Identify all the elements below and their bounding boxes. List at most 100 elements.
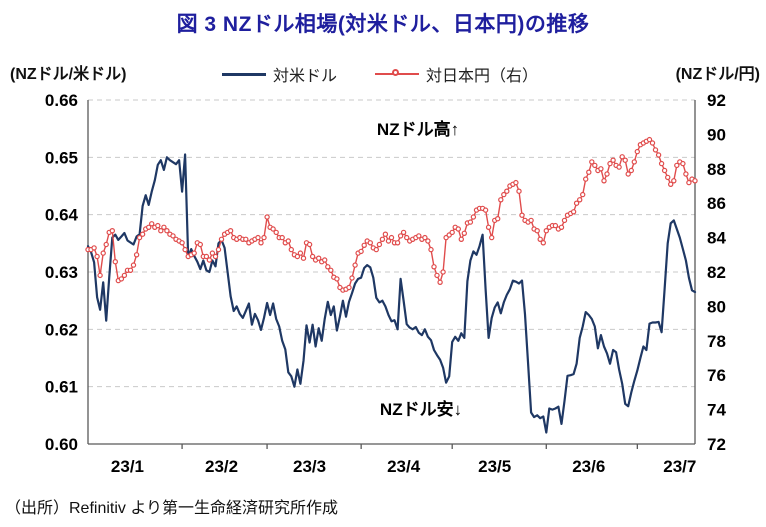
jpy-marker — [118, 276, 125, 282]
jpy-marker — [552, 222, 559, 229]
jpy-marker — [683, 171, 689, 177]
jpy-marker — [322, 257, 328, 263]
jpy-marker — [397, 233, 404, 239]
annotation-nzd-low: NZドル安↓ — [379, 400, 463, 419]
jpy-marker — [604, 171, 610, 177]
jpy-marker — [431, 264, 437, 270]
jpy-marker — [570, 209, 577, 215]
jpy-marker — [121, 272, 128, 279]
jpy-marker — [300, 255, 307, 261]
jpy-marker — [519, 212, 525, 218]
jpy-marker — [191, 250, 197, 256]
jpy-marker — [130, 262, 137, 268]
jpy-marker — [139, 231, 146, 237]
jpy-marker — [543, 227, 550, 234]
jpy-marker — [628, 167, 635, 174]
legend-item-usd: 対米ドル — [222, 62, 337, 86]
jpy-marker — [358, 248, 364, 255]
jpy-marker — [440, 269, 446, 275]
jpy-marker — [661, 167, 668, 174]
jpy-marker — [316, 255, 322, 261]
jpy-marker — [528, 217, 534, 224]
jpy-marker — [206, 257, 213, 263]
jpy-marker — [625, 171, 631, 177]
jpy-marker — [346, 284, 352, 291]
jpy-marker — [495, 215, 501, 222]
right-axis-tick-label: 88 — [707, 160, 726, 179]
jpy-marker — [583, 176, 589, 182]
left-axis-tick-label: 0.61 — [45, 378, 78, 397]
right-axis-tick-label: 78 — [707, 332, 726, 351]
jpy-marker — [273, 229, 279, 236]
jpy-marker — [212, 253, 219, 260]
annotation-nzd-high: NZドル高↑ — [376, 120, 460, 139]
jpy-marker — [215, 246, 222, 253]
jpy-marker — [306, 241, 313, 248]
jpy-marker — [534, 227, 540, 234]
page-title: 図 3 NZドル相場(対米ドル、日本円)の推移 — [176, 13, 590, 36]
x-axis-label: 23/5 — [478, 457, 511, 476]
jpy-marker — [598, 166, 604, 172]
right-axis-tick-label: 86 — [707, 194, 726, 213]
jpy-marker — [385, 238, 392, 244]
right-axis-tick-label: 84 — [707, 229, 726, 248]
jpy-marker — [622, 157, 628, 163]
jpy-marker — [109, 227, 116, 234]
jpy-marker — [297, 250, 304, 256]
jpy-marker — [388, 234, 395, 241]
jpy-marker — [349, 275, 355, 281]
jpy-marker — [646, 136, 653, 143]
jpy-marker — [161, 224, 167, 230]
jpy-marker — [170, 233, 176, 239]
left-axis-tick-label: 0.62 — [45, 320, 78, 339]
jpy-marker — [382, 231, 389, 237]
jpy-marker — [255, 234, 261, 241]
jpy-marker — [328, 267, 334, 273]
jpy-marker — [279, 234, 285, 241]
x-axis-label: 23/6 — [572, 457, 605, 476]
right-axis-tick-label: 90 — [707, 125, 726, 144]
jpy-marker — [209, 250, 216, 256]
jpy-marker — [655, 152, 662, 158]
jpy-marker — [243, 236, 249, 242]
open-circle-marker-icon — [392, 69, 400, 76]
jpy-marker — [482, 207, 489, 213]
jpy-marker — [573, 200, 580, 206]
jpy-marker — [270, 226, 276, 232]
jpy-marker — [203, 253, 210, 260]
jpy-marker — [586, 169, 592, 175]
jpy-marker — [158, 227, 164, 234]
x-axis-label: 23/4 — [387, 457, 421, 476]
right-axis-tick-label: 74 — [707, 401, 726, 420]
jpy-line-swatch-icon — [375, 69, 420, 76]
left-axis-tick-label: 0.63 — [45, 263, 78, 282]
right-axis-tick-label: 76 — [707, 366, 726, 385]
jpy-marker — [133, 252, 140, 258]
jpy-marker — [127, 267, 134, 273]
jpy-marker — [516, 188, 522, 194]
jpy-marker — [580, 191, 586, 198]
jpy-marker — [400, 229, 407, 236]
jpy-marker — [680, 160, 686, 167]
jpy-marker — [285, 238, 291, 244]
jpy-marker — [325, 264, 331, 270]
jpy-marker — [470, 214, 477, 220]
jpy-marker — [607, 160, 613, 167]
jpy-marker — [540, 240, 547, 246]
jpy-marker — [658, 160, 665, 167]
jpy-marker — [179, 240, 185, 246]
jpy-marker — [373, 246, 379, 253]
jpy-marker — [485, 224, 492, 230]
jpy-marker — [294, 253, 301, 260]
jpy-marker — [404, 234, 410, 241]
jpy-marker — [288, 246, 294, 253]
right-axis-tick-label: 82 — [707, 263, 726, 282]
jpy-marker — [652, 147, 659, 153]
x-axis-label: 23/2 — [205, 457, 238, 476]
jpy-marker — [264, 214, 270, 220]
jpy-marker — [379, 236, 386, 242]
jpy-marker — [513, 179, 519, 186]
jpy-marker — [577, 197, 583, 203]
